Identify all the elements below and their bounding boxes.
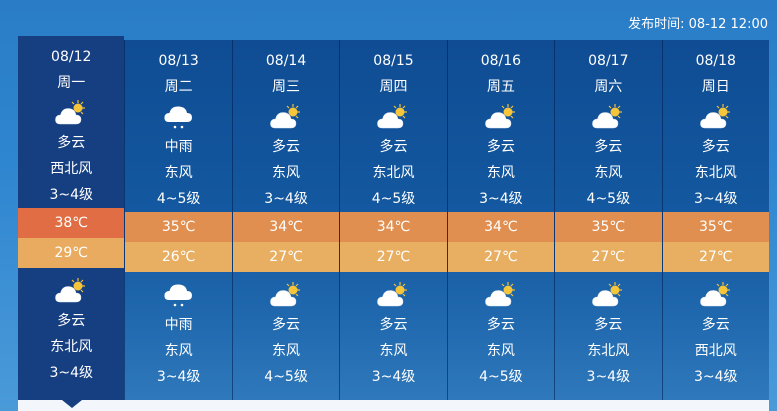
day-column[interactable]: 08/18 周日 多云 东北风 3~4级 35℃ 27℃ 多云 西北风 3~4级 xyxy=(661,40,769,400)
date: 08/13 xyxy=(158,53,199,69)
low-temp: 29℃ xyxy=(18,238,125,268)
high-temp: 34℃ xyxy=(340,212,447,242)
rain-icon xyxy=(125,100,231,134)
day-wind: 东风 xyxy=(272,165,301,181)
high-temp: 35℃ xyxy=(125,212,232,242)
day-weather: 中雨 xyxy=(164,139,193,155)
day-wind-level: 3~4级 xyxy=(479,191,523,207)
night-wind-level: 3~4级 xyxy=(586,369,631,385)
forecast-panel: 08/12 周一 多云 西北风 3~4级 38℃ 29℃ 多云 东北风 3~4级… xyxy=(18,36,769,400)
weekday: 周六 xyxy=(594,79,623,95)
day-wind: 东风 xyxy=(164,165,193,181)
day-wind: 东北风 xyxy=(694,165,737,181)
weekday: 周二 xyxy=(164,79,193,95)
partly-cloudy-icon xyxy=(448,278,554,312)
partly-cloudy-icon xyxy=(233,278,339,312)
partly-cloudy-icon xyxy=(233,100,339,134)
publish-time: 发布时间: 08-12 12:00 xyxy=(628,13,768,32)
day-column[interactable]: 08/17 周六 多云 东风 4~5级 35℃ 27℃ 多云 东北风 3~4级 xyxy=(554,40,662,400)
low-temp: 27℃ xyxy=(447,242,555,272)
day-wind-level: 3~4级 xyxy=(49,187,93,203)
day-column[interactable]: 08/13 周二 中雨 东风 4~5级 35℃ 26℃ 中雨 东风 3~4级 xyxy=(124,40,232,400)
partly-cloudy-icon xyxy=(555,278,661,312)
publish-label: 发布时间: xyxy=(628,17,685,32)
low-temp: 27℃ xyxy=(232,242,340,272)
night-weather: 多云 xyxy=(594,317,623,333)
night-wind: 东风 xyxy=(272,343,301,359)
day-weather: 多云 xyxy=(379,139,408,155)
date: 08/15 xyxy=(373,53,414,69)
low-temp: 27℃ xyxy=(340,242,447,272)
rain-icon xyxy=(125,278,231,312)
low-temp: 27℃ xyxy=(555,242,662,272)
weekday: 周一 xyxy=(57,75,86,91)
night-weather: 多云 xyxy=(57,313,86,329)
day-wind-level: 3~4级 xyxy=(693,191,738,207)
weekday: 周日 xyxy=(701,79,730,95)
day-weather: 多云 xyxy=(486,139,515,155)
night-wind: 东风 xyxy=(379,343,408,359)
partly-cloudy-icon xyxy=(18,96,124,130)
night-wind-level: 4~5级 xyxy=(479,369,523,385)
high-temp: 35℃ xyxy=(662,212,769,242)
day-wind-level: 4~5级 xyxy=(586,191,631,207)
day-column[interactable]: 08/12 周一 多云 西北风 3~4级 38℃ 29℃ 多云 东北风 3~4级 xyxy=(18,36,125,400)
night-wind: 东北风 xyxy=(587,343,630,359)
day-weather: 多云 xyxy=(594,139,623,155)
night-weather: 多云 xyxy=(701,317,730,333)
night-weather: 多云 xyxy=(379,317,408,333)
day-wind-level: 4~5级 xyxy=(371,191,416,207)
day-column[interactable]: 08/15 周四 多云 东北风 4~5级 34℃ 27℃ 多云 东风 3~4级 xyxy=(339,40,447,400)
partly-cloudy-icon xyxy=(448,100,554,134)
high-temp: 38℃ xyxy=(18,208,125,238)
day-weather: 多云 xyxy=(57,135,86,151)
partly-cloudy-icon xyxy=(555,100,661,134)
bottom-strip xyxy=(18,400,769,411)
day-wind: 东北风 xyxy=(372,165,415,181)
partly-cloudy-icon xyxy=(663,100,769,134)
night-wind: 东风 xyxy=(164,343,193,359)
low-temp: 26℃ xyxy=(125,242,232,272)
high-temp: 34℃ xyxy=(232,212,340,242)
night-weather: 多云 xyxy=(272,317,301,333)
night-wind-level: 3~4级 xyxy=(693,369,738,385)
high-temp: 34℃ xyxy=(447,212,555,242)
publish-time-value: 08-12 12:00 xyxy=(688,17,768,32)
night-weather: 中雨 xyxy=(164,317,193,333)
partly-cloudy-icon xyxy=(340,278,446,312)
night-wind-level: 4~5级 xyxy=(264,369,308,385)
night-wind: 东北风 xyxy=(50,339,93,355)
day-column[interactable]: 08/14 周三 多云 东风 3~4级 34℃ 27℃ 多云 东风 4~5级 xyxy=(231,40,340,400)
partly-cloudy-icon xyxy=(18,274,124,308)
day-wind: 东风 xyxy=(594,165,623,181)
date: 08/18 xyxy=(695,53,736,69)
night-weather: 多云 xyxy=(486,317,515,333)
date: 08/16 xyxy=(480,53,522,69)
weekday: 周四 xyxy=(379,79,408,95)
date: 08/12 xyxy=(51,49,92,65)
day-weather: 多云 xyxy=(701,139,730,155)
weekday: 周三 xyxy=(272,79,301,95)
night-wind-level: 3~4级 xyxy=(49,365,93,381)
night-wind: 东风 xyxy=(486,343,515,359)
day-wind: 东风 xyxy=(486,165,515,181)
night-wind: 西北风 xyxy=(694,343,737,359)
selected-day-pointer xyxy=(62,400,82,408)
weekday: 周五 xyxy=(486,79,515,95)
partly-cloudy-icon xyxy=(340,100,446,134)
high-temp: 35℃ xyxy=(555,212,662,242)
low-temp: 27℃ xyxy=(662,242,769,272)
night-wind-level: 3~4级 xyxy=(371,369,416,385)
day-weather: 多云 xyxy=(272,139,301,155)
day-column[interactable]: 08/16 周五 多云 东风 3~4级 34℃ 27℃ 多云 东风 4~5级 xyxy=(446,40,555,400)
day-wind: 西北风 xyxy=(50,161,93,177)
day-wind-level: 4~5级 xyxy=(156,191,201,207)
partly-cloudy-icon xyxy=(663,278,769,312)
night-wind-level: 3~4级 xyxy=(156,369,201,385)
date: 08/14 xyxy=(265,53,307,69)
date: 08/17 xyxy=(588,53,629,69)
day-wind-level: 3~4级 xyxy=(264,191,308,207)
